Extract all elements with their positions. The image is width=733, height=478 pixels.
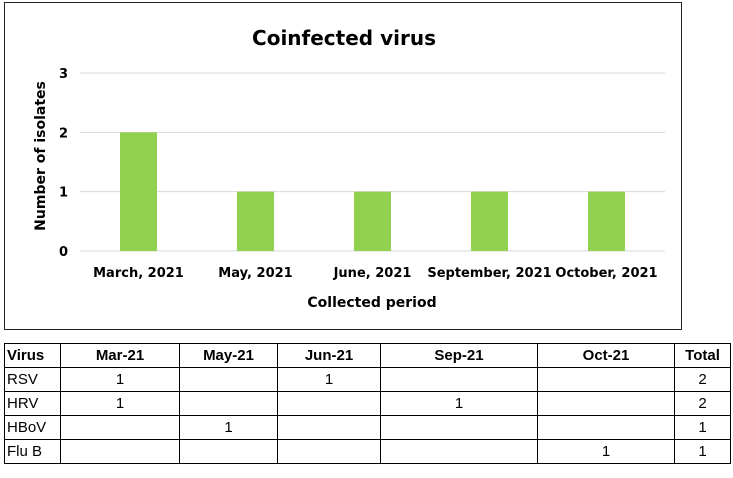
x-tick-label: May, 2021 bbox=[218, 266, 292, 281]
table-cell bbox=[277, 415, 381, 440]
table-cell bbox=[380, 415, 538, 440]
table-cell: 1 bbox=[277, 367, 381, 392]
table-cell: 2 bbox=[674, 391, 731, 416]
table-cell: 1 bbox=[674, 439, 731, 464]
table-cell bbox=[277, 391, 381, 416]
table-header-cell: Mar-21 bbox=[60, 343, 180, 368]
table-header-cell: Jun-21 bbox=[277, 343, 381, 368]
table-row: HRV 1 1 2 bbox=[4, 391, 731, 416]
virus-name-cell: Flu B bbox=[4, 439, 61, 464]
table-cell: 1 bbox=[60, 367, 180, 392]
y-tick-label: 2 bbox=[59, 126, 68, 141]
table-cell bbox=[179, 367, 278, 392]
bar-chart: Coinfected virus 0 1 2 3 March, 2021 May, 20… bbox=[33, 26, 665, 311]
virus-name-cell: HBoV bbox=[4, 415, 61, 440]
x-tick-label: June, 2021 bbox=[333, 266, 412, 281]
table-header-cell: Total bbox=[674, 343, 731, 368]
bar bbox=[237, 191, 274, 251]
table-cell: 1 bbox=[179, 415, 278, 440]
bars bbox=[120, 132, 625, 251]
y-tick-label: 0 bbox=[59, 245, 68, 260]
table-cell bbox=[537, 391, 675, 416]
table-cell bbox=[537, 415, 675, 440]
table-row: RSV 1 1 2 bbox=[4, 367, 731, 392]
table-header-cell: Sep-21 bbox=[380, 343, 538, 368]
table-header-cell: Virus bbox=[4, 343, 61, 368]
virus-table: Virus Mar-21 May-21 Jun-21 Sep-21 Oct-21 Total… bbox=[4, 343, 731, 464]
virus-name-cell: HRV bbox=[4, 391, 61, 416]
y-tick-label: 1 bbox=[59, 186, 68, 201]
table-header-cell: May-21 bbox=[179, 343, 278, 368]
x-axis-label: Collected period bbox=[307, 295, 436, 311]
table-row: HBoV 1 1 bbox=[4, 415, 731, 440]
bar bbox=[588, 191, 625, 251]
table-cell bbox=[179, 439, 278, 464]
table-header-row: Virus Mar-21 May-21 Jun-21 Sep-21 Oct-21 Total bbox=[4, 343, 731, 368]
virus-name-cell: RSV bbox=[4, 367, 61, 392]
bar bbox=[471, 191, 508, 251]
y-tick-label: 3 bbox=[59, 67, 68, 82]
table-cell bbox=[179, 391, 278, 416]
table-cell bbox=[380, 439, 538, 464]
bar bbox=[120, 132, 157, 251]
bar bbox=[354, 191, 391, 251]
table-cell bbox=[380, 367, 538, 392]
x-tick-labels: March, 2021 May, 2021 June, 2021 September,… bbox=[93, 266, 657, 281]
chart-container: Coinfected virus 0 1 2 3 March, 2021 May, 20… bbox=[4, 2, 682, 330]
x-tick-label: September, 2021 bbox=[427, 266, 551, 281]
x-tick-label: March, 2021 bbox=[93, 266, 184, 281]
table-cell: 1 bbox=[60, 391, 180, 416]
table-cell: 2 bbox=[674, 367, 731, 392]
table-cell: 1 bbox=[380, 391, 538, 416]
table-cell bbox=[60, 415, 180, 440]
table-header-cell: Oct-21 bbox=[537, 343, 675, 368]
y-axis-label: Number of isolates bbox=[33, 81, 49, 231]
chart-title: Coinfected virus bbox=[252, 26, 436, 50]
table-cell bbox=[60, 439, 180, 464]
table-cell: 1 bbox=[674, 415, 731, 440]
table-cell bbox=[277, 439, 381, 464]
table-cell bbox=[537, 367, 675, 392]
table-cell: 1 bbox=[537, 439, 675, 464]
y-tick-labels: 0 1 2 3 bbox=[59, 67, 68, 260]
x-tick-label: October, 2021 bbox=[555, 266, 657, 281]
